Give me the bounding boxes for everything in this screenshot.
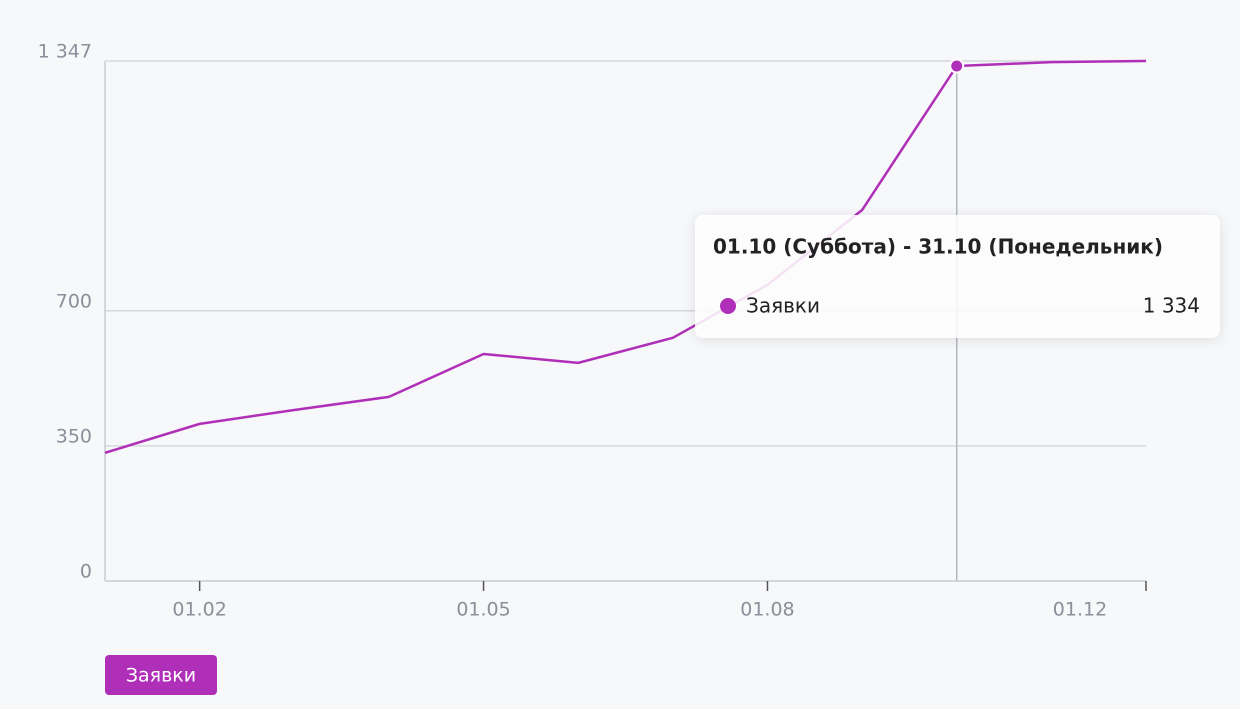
tooltip-box (695, 215, 1220, 338)
series-line (104, 59, 1147, 455)
x-tick-label: 01.02 (172, 599, 226, 621)
x-tick-label: 01.05 (456, 599, 510, 621)
grid: 0 350 700 1 347 01.02 01.05 01.08 01.12 (38, 41, 1147, 621)
x-tick-label: 01.12 (1053, 599, 1107, 621)
tooltip-series: Заявки (746, 294, 820, 318)
hover-point (949, 58, 965, 74)
tooltip: 01.10 (Суббота) - 31.10 (Понедельник) Зая… (695, 215, 1220, 338)
y-tick-label: 0 (80, 561, 92, 583)
y-tick-label: 1 347 (38, 41, 92, 63)
legend-button[interactable] (105, 655, 217, 695)
y-tick-label: 700 (56, 290, 92, 312)
legend-label[interactable]: Заявки (126, 665, 196, 687)
x-tick-label: 01.08 (740, 599, 794, 621)
y-tick-label: 350 (56, 425, 92, 447)
tooltip-value: 1 334 (1143, 294, 1200, 318)
legend[interactable]: Заявки (105, 655, 217, 695)
tooltip-title: 01.10 (Суббота) - 31.10 (Понедельник) (713, 235, 1163, 259)
tooltip-dot (720, 298, 736, 314)
